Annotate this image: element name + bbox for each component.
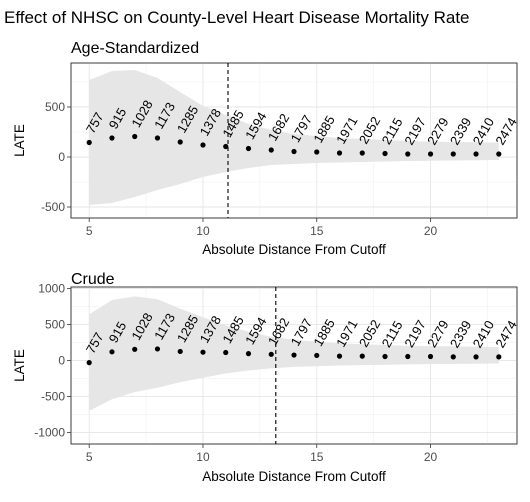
x-tick-label: 15 [310,224,324,238]
data-point [359,150,365,156]
panel-crude: Crude75791510281173128513781485159416821… [12,271,520,484]
data-point [86,360,92,366]
panel-title: Age-Standardized [71,40,199,57]
x-tick-label: 10 [196,224,210,238]
data-point [427,353,434,360]
confidence-band [89,70,499,205]
figure-title: Effect of NHSC on County-Level Heart Dis… [4,8,470,27]
data-point [109,349,115,355]
data-point [382,150,388,157]
data-point [245,145,252,152]
data-point [382,353,388,360]
y-axis-label: LATE [12,124,27,157]
data-point [132,133,138,140]
data-point [177,348,183,355]
y-tick-label: 500 [45,317,65,331]
data-point [132,346,138,352]
data-point [291,352,297,358]
data-point [405,353,411,360]
y-tick-label: 0 [58,353,65,367]
data-point [473,151,479,157]
data-point [314,352,320,359]
data-point [314,149,320,155]
x-tick-label: 5 [86,224,93,238]
data-point [268,351,274,357]
data-point [200,142,206,148]
data-point [359,353,365,359]
y-tick-label: -1000 [34,425,65,439]
data-point [154,346,161,352]
data-point [200,349,206,355]
x-axis-label: Absolute Distance From Cutoff [202,242,386,257]
y-tick-label: 0 [58,150,65,164]
data-point [245,351,252,357]
x-tick-label: 5 [86,450,93,464]
data-point [223,349,229,356]
data-point [154,135,161,141]
data-point [268,147,274,153]
data-point [405,151,411,157]
y-axis-label: LATE [12,349,27,382]
plot-border [70,286,518,445]
panel-title: Crude [71,271,115,288]
x-axis-label: Absolute Distance From Cutoff [202,469,386,484]
x-tick-label: 20 [424,450,438,464]
plot-border [70,62,518,219]
data-point [427,151,434,157]
data-point [109,135,115,141]
data-point [336,150,343,156]
x-tick-label: 15 [310,450,324,464]
data-point [496,354,502,360]
data-point [177,139,183,145]
x-tick-label: 10 [196,450,210,464]
data-point [223,143,229,150]
data-point [450,354,456,360]
data-point [450,151,456,157]
panel-age-standardized: Age-Standardized757915102811731285137814… [12,40,520,257]
x-tick-label: 20 [424,224,438,238]
data-point [291,148,297,155]
data-point [496,151,502,157]
y-tick-label: -500 [41,200,65,214]
data-point [86,139,92,146]
data-point [473,354,479,360]
y-tick-label: 1000 [38,281,65,295]
data-point [336,353,343,359]
y-tick-label: 500 [45,100,65,114]
y-tick-label: -500 [41,389,65,403]
